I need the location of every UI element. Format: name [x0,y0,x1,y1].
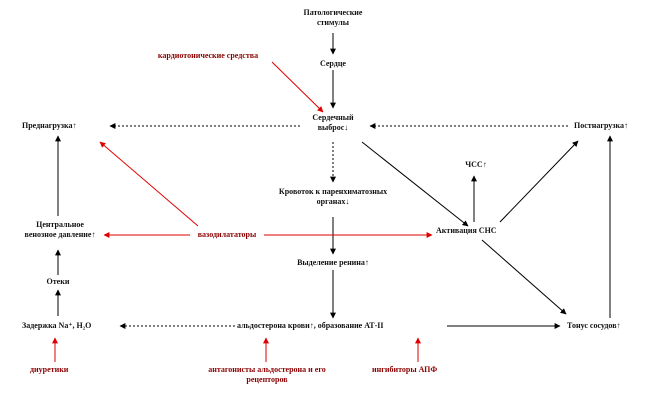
node-aldosterone: альдостерона крови↑, образование АТ-II [237,321,384,330]
node-renal-flow-line2: органах↓ [316,197,350,206]
arrow-sns-tone [481,239,567,315]
label-vasodilators: вазодилататоры [197,230,257,239]
node-central-venous-pressure: Центральное венозное давление↑ [14,220,106,240]
node-heart-rate: ЧСС↑ [465,160,487,169]
node-cvp-line1: Центральное [36,220,84,229]
label-aldosterone-antagonists: антагонисты альдостерона и его рецепторо… [178,365,356,385]
label-ace-inhibitors: ингибиторы АПФ [372,365,438,374]
arrow-sns-afterload [499,140,579,223]
node-renin: Выделение ренина↑ [297,258,369,267]
node-preload: Преднагрузка↑ [22,121,77,130]
node-sns-activation: Активация СНС [436,226,497,235]
node-stimuli-line2: стимулы [316,18,350,27]
label-aldo-antagonists-line2: рецепторов [246,375,288,384]
node-cardiac-output: Сердечный выброс↓ [300,113,366,133]
node-edema: Отеки [46,277,70,286]
label-aldo-antagonists-line1: антагонисты альдостерона и его [208,365,326,374]
arrow-output-sns [361,141,469,227]
node-cardiac-output-line2: выброс↓ [317,123,349,132]
node-stimuli: Патологические стимулы [288,8,378,28]
node-renal-flow: Кровоток к паренхиматозных органах↓ [258,187,408,207]
arrow-cardiotonic-output [271,61,324,113]
node-na-retention: Задержка Na⁺, H₂O [22,321,92,330]
arrow-vasodilators-preload [99,141,199,227]
node-cvp-line2: венозное давление↑ [24,230,96,239]
node-stimuli-line1: Патологические [303,8,363,17]
node-heart: Сердце [320,59,346,68]
node-cardiac-output-line1: Сердечный [312,113,354,122]
label-cardiotonic-agents: кардиотонические средства [157,51,259,60]
node-renal-flow-line1: Кровоток к паренхиматозных [278,187,388,196]
label-diuretics: диуретики [30,365,69,374]
node-vascular-tone: Тонус сосудов↑ [567,321,621,330]
node-afterload: Постнагрузка↑ [574,121,628,130]
